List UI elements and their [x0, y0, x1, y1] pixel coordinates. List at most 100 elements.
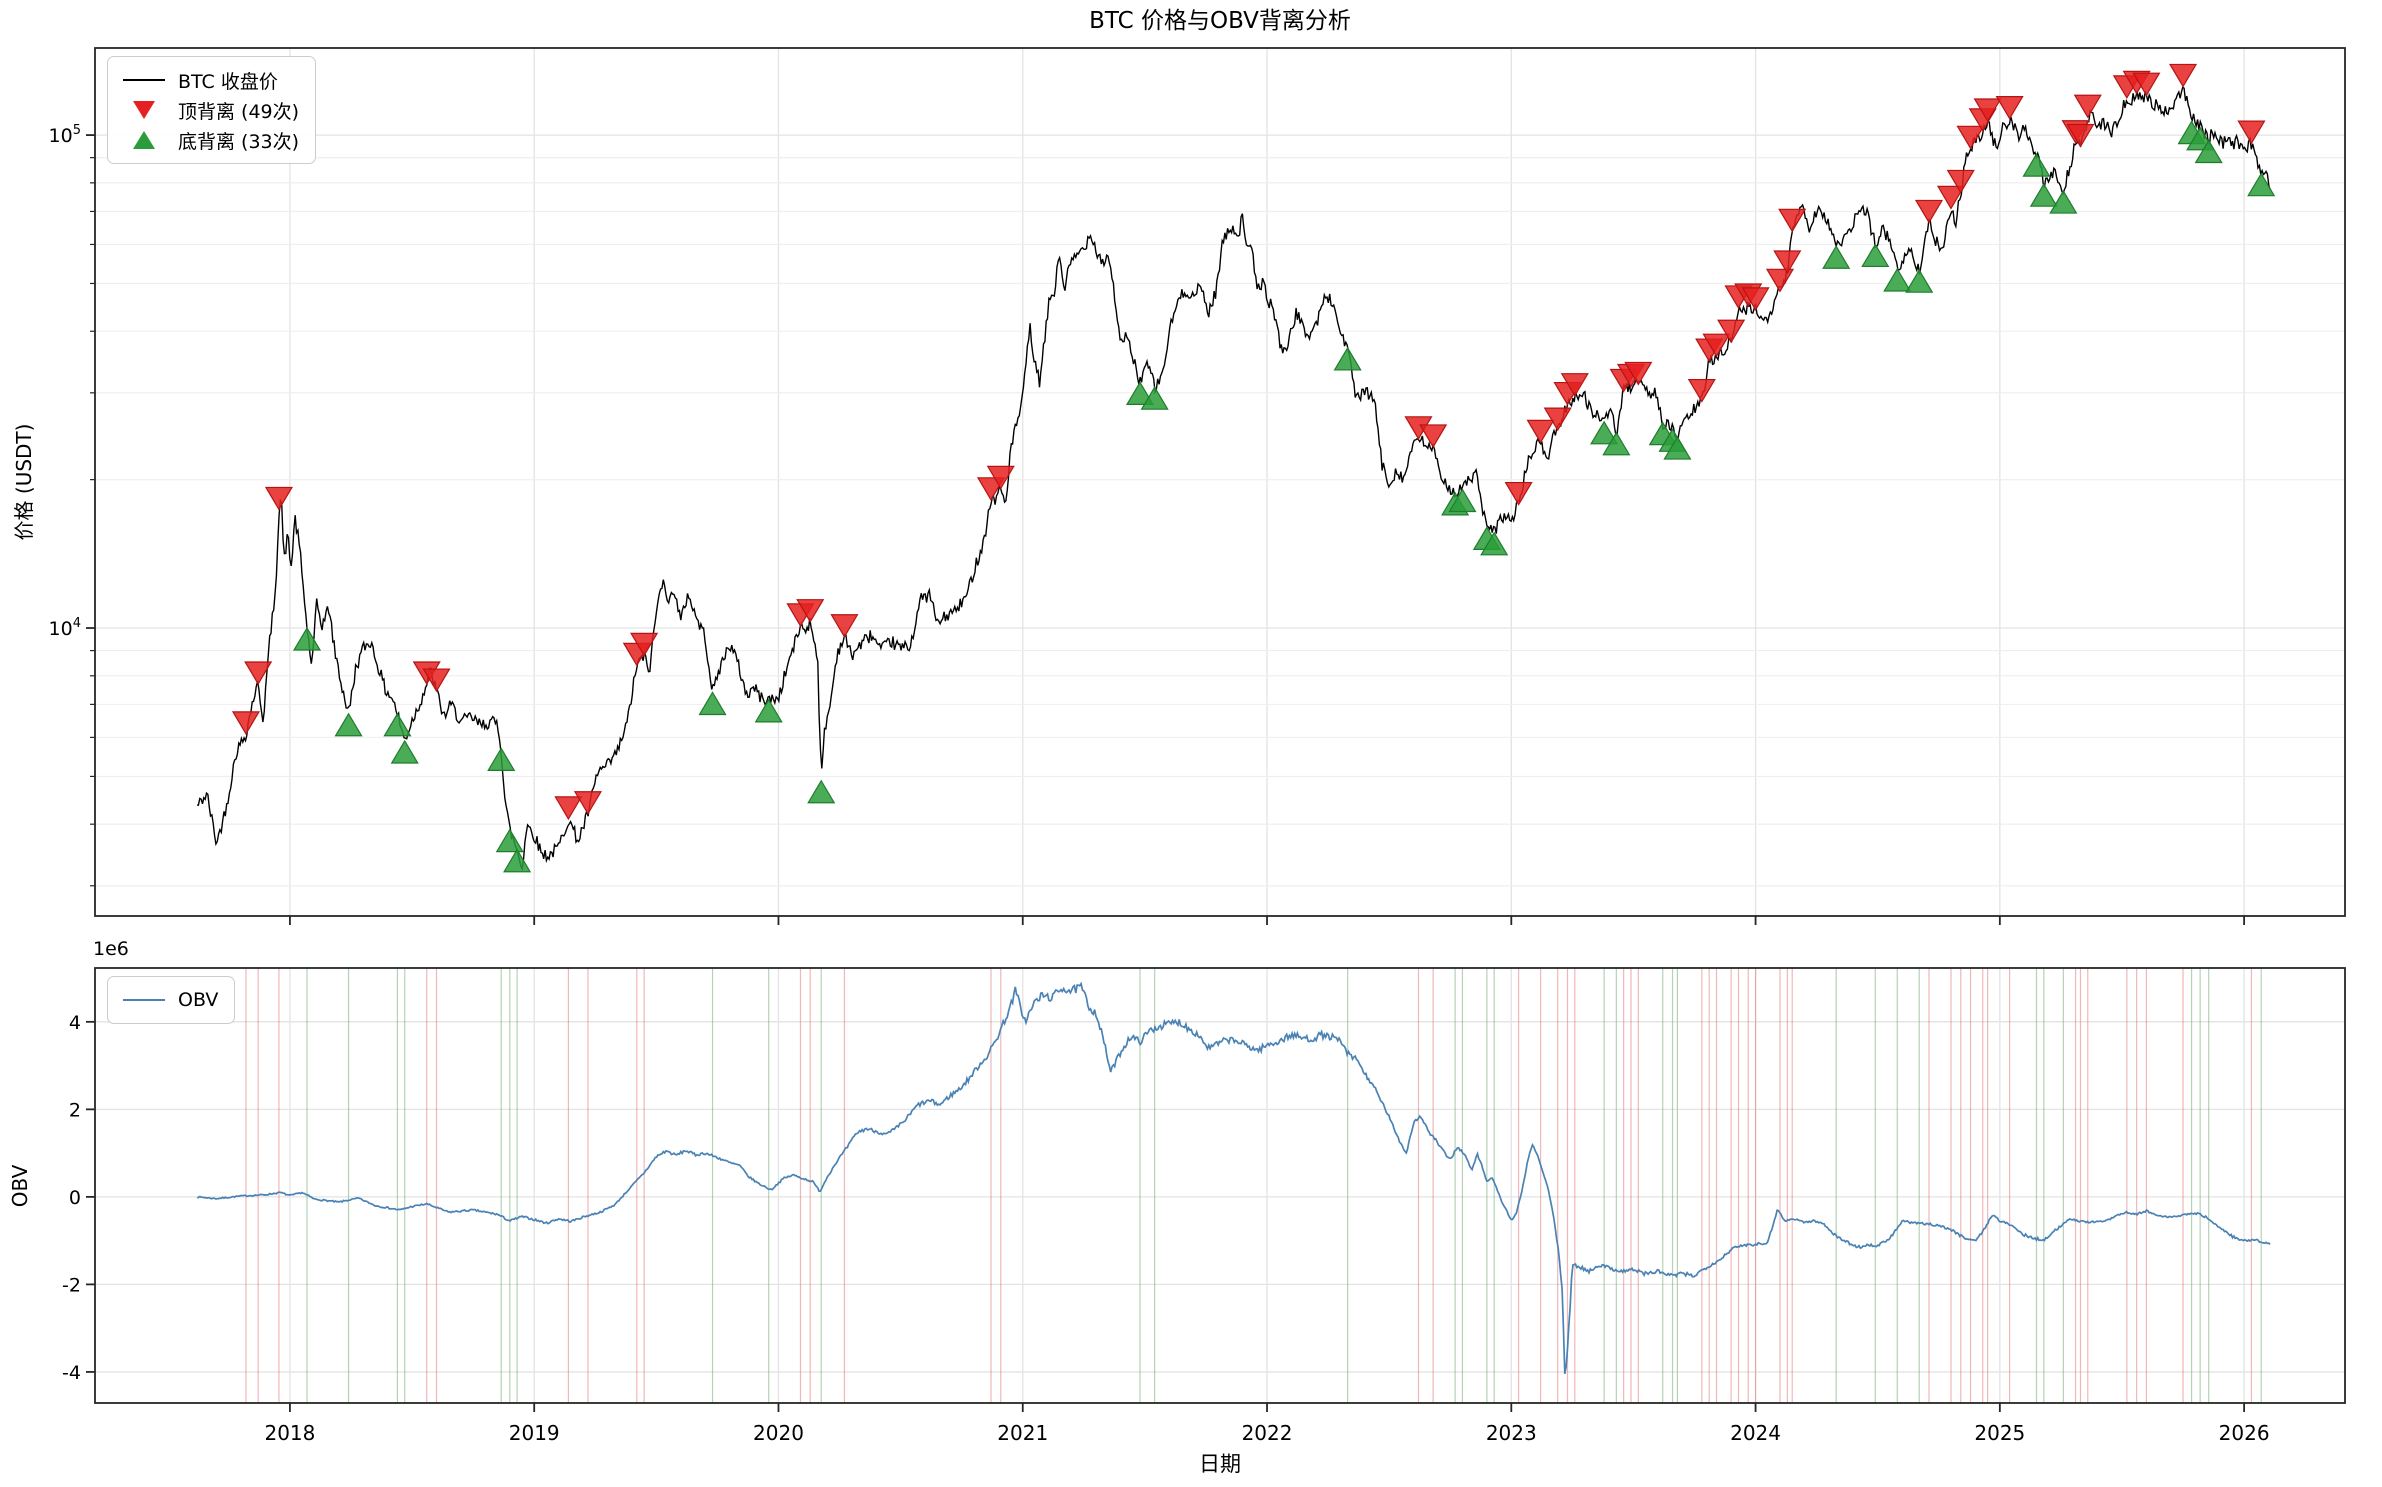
chart-title: BTC 价格与OBV背离分析: [1089, 8, 1351, 34]
bottom-divergence-marker: [1822, 245, 1851, 269]
obv-panel-spine: [94, 967, 2346, 1404]
obv-line-sample-icon: [120, 999, 168, 1001]
top-divergence-marker: [830, 614, 859, 638]
top-divergence-marker: [1956, 125, 1985, 150]
triangle-up-icon: [120, 131, 168, 149]
top-divergence-marker: [2073, 94, 2102, 119]
legend-label-price-line: BTC 收盘价: [178, 70, 278, 93]
top-divergence-marker: [1778, 208, 1807, 233]
top-divergence-marker: [231, 711, 261, 736]
top-divergence-marker: [1419, 424, 1448, 449]
top-divergence-marker: [422, 668, 451, 693]
top-divergence-marker: [2066, 123, 2095, 148]
legend-row-price-line: BTC 收盘价: [120, 65, 299, 95]
price-panel-spine: [94, 47, 2346, 917]
x-tick-label: 2023: [1486, 1421, 1537, 1445]
price-line-sample-icon: [120, 79, 168, 81]
x-tick-label: 2021: [997, 1421, 1048, 1445]
top-divergence-marker: [986, 465, 1015, 490]
top-divergence-marker: [796, 599, 825, 623]
bottom-divergence-marker: [487, 747, 516, 771]
bottom-divergence-marker: [2022, 152, 2051, 177]
top-divergence-marker: [2168, 63, 2198, 88]
bottom-divergence-marker: [495, 828, 524, 853]
x-tick-label: 2025: [1974, 1421, 2025, 1445]
triangle-down-icon: [120, 101, 168, 119]
top-divergence-marker: [554, 796, 583, 821]
top-divergence-marker: [1973, 98, 2002, 123]
top-divergence-marker: [1765, 268, 1795, 293]
top-divergence-marker: [2237, 120, 2266, 145]
bottom-divergence-marker: [2049, 189, 2078, 214]
x-tick-label: 2020: [753, 1421, 804, 1445]
obv-y-tick-label: -4: [62, 1362, 81, 1384]
top-divergence-marker: [1504, 481, 1533, 506]
price-y-tick-label: 105: [49, 123, 81, 147]
divergence-markers: [231, 63, 2276, 873]
bottom-divergence-marker: [1861, 243, 1890, 268]
bottom-divergence-marker: [1883, 267, 1912, 292]
bottom-divergence-marker: [334, 712, 363, 737]
bottom-divergence-marker: [503, 848, 532, 873]
spines: [94, 47, 2346, 1404]
top-divergence-marker: [1936, 185, 1966, 210]
top-divergence-marker: [1773, 250, 1802, 275]
bottom-divergence-marker: [2194, 139, 2223, 164]
bottom-divergence-marker: [390, 739, 419, 764]
price-legend: BTC 收盘价 顶背离 (49次) 底背离 (33次): [107, 56, 317, 164]
price-series: [196, 86, 2271, 872]
bottom-divergence-marker: [1602, 431, 1631, 456]
bottom-divergence-marker: [698, 691, 727, 716]
obv-series: [197, 981, 2271, 1374]
gridlines: [95, 48, 2345, 1403]
bottom-divergence-marker: [2247, 172, 2276, 197]
x-tick-label: 2024: [1730, 1421, 1781, 1445]
x-tick-label: 2022: [1242, 1421, 1293, 1445]
top-divergence-marker: [1543, 407, 1572, 432]
bottom-divergence-marker: [383, 712, 412, 737]
bottom-divergence-marker: [807, 779, 836, 804]
legend-row-obv: OBV: [120, 985, 218, 1015]
bottom-divergence-marker: [1333, 346, 1362, 371]
x-tick-label: 2018: [264, 1421, 315, 1445]
ticks: 2018 2019 2020 2021 2022 2023 2024 2025 2026 104 1…: [49, 123, 2270, 1445]
top-divergence-marker: [1995, 96, 2024, 120]
top-divergence-marker: [2132, 72, 2161, 97]
top-divergence-marker: [264, 486, 293, 511]
legend-label-obv: OBV: [178, 989, 219, 1011]
legend-label-top-divergence: 顶背离 (49次): [178, 100, 300, 123]
obv-legend: OBV: [107, 976, 236, 1024]
top-divergence-marker: [1741, 287, 1770, 312]
top-divergence-marker: [1702, 333, 1731, 358]
top-divergence-marker: [1624, 361, 1653, 386]
top-divergence-marker: [573, 791, 602, 815]
bottom-divergence-marker: [1140, 386, 1169, 410]
x-axis-label: 日期: [1199, 1452, 1241, 1476]
x-tick-label: 2026: [2219, 1421, 2270, 1445]
top-divergence-marker: [1946, 169, 1975, 194]
bottom-divergence-marker: [1480, 531, 1509, 556]
top-divergence-marker: [1560, 373, 1589, 397]
obv-y-tick-label: -2: [62, 1274, 81, 1296]
obv-y-tick-label: 4: [69, 1012, 81, 1034]
bottom-divergence-marker: [2029, 183, 2058, 207]
bottom-divergence-marker: [1448, 488, 1477, 513]
price-y-tick-label: 104: [49, 616, 81, 640]
obv-line: [197, 981, 2271, 1374]
legend-row-top-divergence: 顶背离 (49次): [120, 95, 299, 125]
top-divergence-marker: [244, 661, 273, 686]
bottom-divergence-marker: [1905, 269, 1934, 293]
btc-price-line: [196, 86, 2271, 872]
top-divergence-marker: [1526, 419, 1555, 444]
legend-label-bottom-divergence: 底背离 (33次): [178, 130, 300, 153]
obv-y-tick-label: 0: [69, 1187, 81, 1209]
obv-y-tick-label: 2: [69, 1099, 81, 1121]
bottom-divergence-marker: [292, 626, 322, 651]
bottom-divergence-marker: [1590, 420, 1619, 445]
x-tick-label: 2019: [509, 1421, 560, 1445]
top-divergence-marker: [1717, 319, 1746, 344]
bottom-divergence-marker: [1125, 381, 1155, 405]
top-divergence-marker: [1914, 199, 1944, 224]
